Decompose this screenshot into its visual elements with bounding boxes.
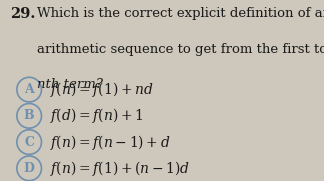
- Text: $f(n) = f(1) + (n-1)d$: $f(n) = f(1) + (n-1)d$: [50, 159, 191, 178]
- Text: D: D: [24, 162, 35, 175]
- Text: nth term?: nth term?: [37, 78, 103, 91]
- Text: $f(n) = f(1) + nd$: $f(n) = f(1) + nd$: [50, 80, 154, 99]
- Text: 29.: 29.: [10, 7, 35, 21]
- Text: A: A: [24, 83, 34, 96]
- Text: $f(n) = f(n-1) + d$: $f(n) = f(n-1) + d$: [50, 133, 171, 151]
- Text: $f(d) = f(n) + 1$: $f(d) = f(n) + 1$: [50, 106, 144, 125]
- Text: C: C: [24, 136, 34, 149]
- Text: Which is the correct explicit definition of an: Which is the correct explicit definition…: [37, 7, 324, 20]
- Text: arithmetic sequence to get from the first to the: arithmetic sequence to get from the firs…: [37, 43, 324, 56]
- Text: B: B: [24, 109, 34, 122]
